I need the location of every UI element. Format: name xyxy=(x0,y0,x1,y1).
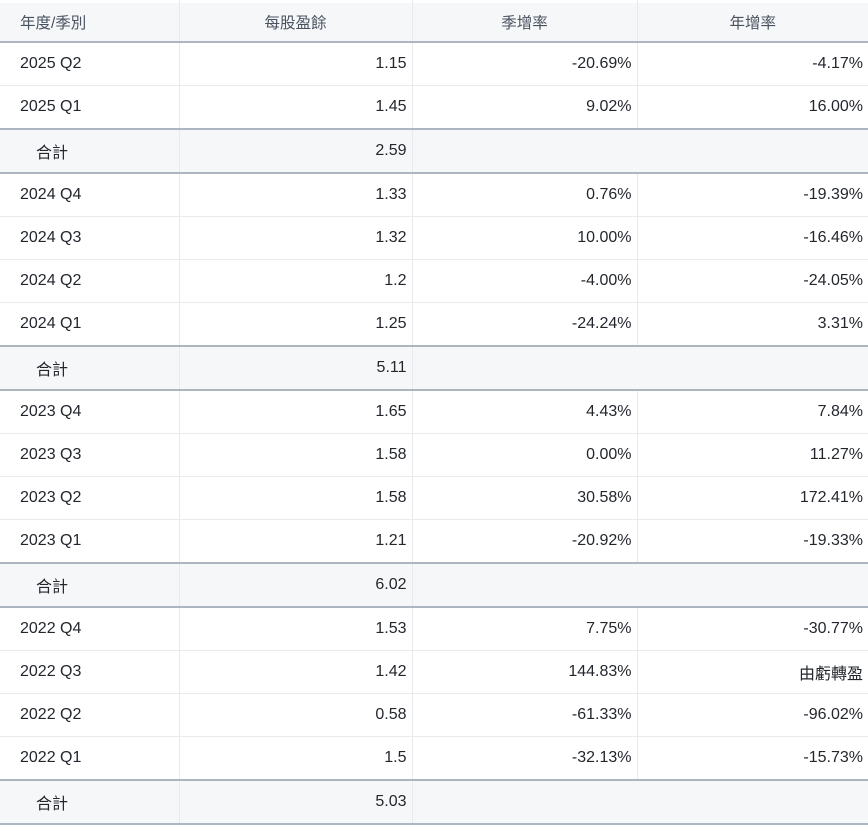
yoy-cell: -19.33% xyxy=(636,519,868,564)
eps-cell: 6.02 xyxy=(178,562,412,608)
yoy-cell: -19.39% xyxy=(636,173,868,217)
header-row: 年度/季別 每股盈餘 季增率 年增率 xyxy=(0,3,868,43)
total-empty-cell xyxy=(411,128,868,174)
yoy-cell: 3.31% xyxy=(636,302,868,347)
period-cell: 2022 Q2 xyxy=(0,693,179,737)
eps-cell: 1.32 xyxy=(178,216,412,260)
yoy-cell: 7.84% xyxy=(636,390,868,434)
qoq-cell: -20.69% xyxy=(411,42,637,86)
period-cell: 2022 Q1 xyxy=(0,736,179,781)
eps-cell: 2.59 xyxy=(178,128,412,174)
table-row: 2023 Q3 1.58 0.00% 11.27% xyxy=(0,433,868,477)
qoq-cell: -32.13% xyxy=(411,736,637,781)
total-empty-cell xyxy=(411,345,868,391)
table-row: 2024 Q1 1.25 -24.24% 3.31% xyxy=(0,302,868,347)
yoy-cell: -30.77% xyxy=(636,607,868,651)
eps-cell: 1.58 xyxy=(178,433,412,477)
eps-cell: 1.65 xyxy=(178,390,412,434)
table-row: 2024 Q4 1.33 0.76% -19.39% xyxy=(0,173,868,217)
yoy-cell: 由虧轉盈 xyxy=(636,650,868,694)
period-cell: 2025 Q2 xyxy=(0,42,179,86)
period-cell: 合計 xyxy=(0,779,179,825)
yoy-cell: -4.17% xyxy=(636,42,868,86)
period-cell: 2023 Q3 xyxy=(0,433,179,477)
yoy-cell: -15.73% xyxy=(636,736,868,781)
period-cell: 2022 Q4 xyxy=(0,607,179,651)
table-row: 2025 Q2 1.15 -20.69% -4.17% xyxy=(0,42,868,86)
yoy-cell: -24.05% xyxy=(636,259,868,303)
qoq-cell: -20.92% xyxy=(411,519,637,564)
period-cell: 合計 xyxy=(0,345,179,391)
qoq-cell: 30.58% xyxy=(411,476,637,520)
qoq-cell: -4.00% xyxy=(411,259,637,303)
total-row: 合計 6.02 xyxy=(0,562,868,608)
eps-cell: 1.45 xyxy=(178,85,412,130)
total-empty-cell xyxy=(411,779,868,825)
table-row: 2024 Q3 1.32 10.00% -16.46% xyxy=(0,216,868,260)
yoy-cell: 172.41% xyxy=(636,476,868,520)
period-cell: 2023 Q4 xyxy=(0,390,179,434)
total-row: 合計 5.11 xyxy=(0,345,868,391)
table-row: 2022 Q4 1.53 7.75% -30.77% xyxy=(0,607,868,651)
column-header-yoy: 年增率 xyxy=(636,3,868,43)
period-cell: 2023 Q1 xyxy=(0,519,179,564)
yoy-cell: 11.27% xyxy=(636,433,868,477)
yoy-cell: 16.00% xyxy=(636,85,868,130)
eps-cell: 1.58 xyxy=(178,476,412,520)
yoy-cell: -16.46% xyxy=(636,216,868,260)
eps-cell: 0.58 xyxy=(178,693,412,737)
qoq-cell: 144.83% xyxy=(411,650,637,694)
top-spacer-row xyxy=(0,0,868,3)
period-cell: 2024 Q2 xyxy=(0,259,179,303)
column-header-eps: 每股盈餘 xyxy=(178,3,412,43)
table-row: 2024 Q2 1.2 -4.00% -24.05% xyxy=(0,259,868,303)
qoq-cell: -24.24% xyxy=(411,302,637,347)
eps-cell: 1.15 xyxy=(178,42,412,86)
period-cell: 合計 xyxy=(0,562,179,608)
table-row: 2023 Q4 1.65 4.43% 7.84% xyxy=(0,390,868,434)
eps-table-body: 2025 Q2 1.15 -20.69% -4.17% 2025 Q1 1.45 9.02%… xyxy=(0,42,868,825)
total-row: 合計 2.59 xyxy=(0,128,868,174)
column-header-period: 年度/季別 xyxy=(0,3,179,43)
qoq-cell: -61.33% xyxy=(411,693,637,737)
qoq-cell: 10.00% xyxy=(411,216,637,260)
period-cell: 2023 Q2 xyxy=(0,476,179,520)
qoq-cell: 0.00% xyxy=(411,433,637,477)
qoq-cell: 0.76% xyxy=(411,173,637,217)
eps-cell: 5.03 xyxy=(178,779,412,825)
period-cell: 2025 Q1 xyxy=(0,85,179,130)
period-cell: 合計 xyxy=(0,128,179,174)
qoq-cell: 7.75% xyxy=(411,607,637,651)
qoq-cell: 9.02% xyxy=(411,85,637,130)
total-empty-cell xyxy=(411,562,868,608)
qoq-cell: 4.43% xyxy=(411,390,637,434)
column-header-qoq: 季增率 xyxy=(411,3,637,43)
eps-cell: 1.25 xyxy=(178,302,412,347)
total-row: 合計 5.03 xyxy=(0,779,868,825)
table-row: 2025 Q1 1.45 9.02% 16.00% xyxy=(0,85,868,130)
table-row: 2023 Q2 1.58 30.58% 172.41% xyxy=(0,476,868,520)
eps-cell: 1.5 xyxy=(178,736,412,781)
eps-cell: 5.11 xyxy=(178,345,412,391)
table-row: 2023 Q1 1.21 -20.92% -19.33% xyxy=(0,519,868,564)
period-cell: 2024 Q1 xyxy=(0,302,179,347)
period-cell: 2024 Q4 xyxy=(0,173,179,217)
period-cell: 2022 Q3 xyxy=(0,650,179,694)
table-row: 2022 Q1 1.5 -32.13% -15.73% xyxy=(0,736,868,781)
eps-cell: 1.21 xyxy=(178,519,412,564)
eps-cell: 1.42 xyxy=(178,650,412,694)
yoy-cell: -96.02% xyxy=(636,693,868,737)
table-row: 2022 Q3 1.42 144.83% 由虧轉盈 xyxy=(0,650,868,694)
eps-cell: 1.53 xyxy=(178,607,412,651)
table-row: 2022 Q2 0.58 -61.33% -96.02% xyxy=(0,693,868,737)
eps-cell: 1.33 xyxy=(178,173,412,217)
eps-cell: 1.2 xyxy=(178,259,412,303)
period-cell: 2024 Q3 xyxy=(0,216,179,260)
